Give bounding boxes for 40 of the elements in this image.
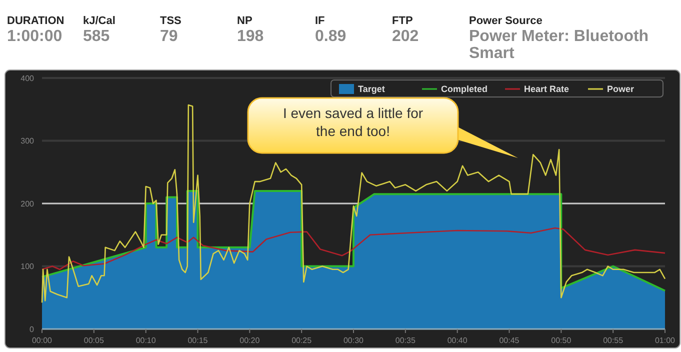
text: Power Meter: Bluetooth Smart [469,28,649,62]
x-tick-label: 00:35 [395,336,416,345]
text: 198 [237,28,264,45]
annotation: I even saved a little for the end too! [282,105,424,139]
y-tick-label: 200 [20,199,35,208]
x-tick-label: 00:10 [136,336,156,345]
x-tick-label: 00:15 [188,336,208,345]
text: NP [237,15,252,27]
legend-label: Power [607,84,635,94]
x-tick-label: 00:50 [551,336,572,345]
x-tick-label: 00:25 [292,336,312,345]
x-tick-label: 00:30 [343,336,364,345]
y-tick-label: 0 [30,324,35,334]
text: Power Source [469,15,542,27]
legend-label: Completed [441,84,488,94]
text: IF [315,15,326,27]
text: 202 [392,28,419,45]
legend-label: Target [358,84,385,94]
text: 585 [83,28,110,45]
line-series [41,227,666,270]
text: 0.89 [315,28,346,45]
text: TSS [160,15,182,27]
legend-label: Heart Rate [524,84,570,94]
line-series [41,104,666,304]
text: DURATION [7,15,64,27]
line-series [41,190,666,292]
text: FTP [392,15,413,27]
text: 1:00:00 [7,28,62,45]
x-tick-label: 00:45 [499,336,520,345]
text: 79 [160,28,178,45]
x-tick-label: 01:00 [654,336,676,345]
y-tick-label: 100 [20,262,35,272]
y-tick-label: 400 [20,74,35,83]
x-tick-label: 00:05 [84,336,104,345]
x-tick-label: 00:00 [32,336,53,345]
x-tick-label: 00:55 [603,336,624,345]
x-tick-label: 00:40 [447,336,468,345]
x-tick-label: 00:20 [240,336,260,345]
text: kJ/Cal [83,15,116,27]
y-tick-label: 300 [20,136,35,146]
